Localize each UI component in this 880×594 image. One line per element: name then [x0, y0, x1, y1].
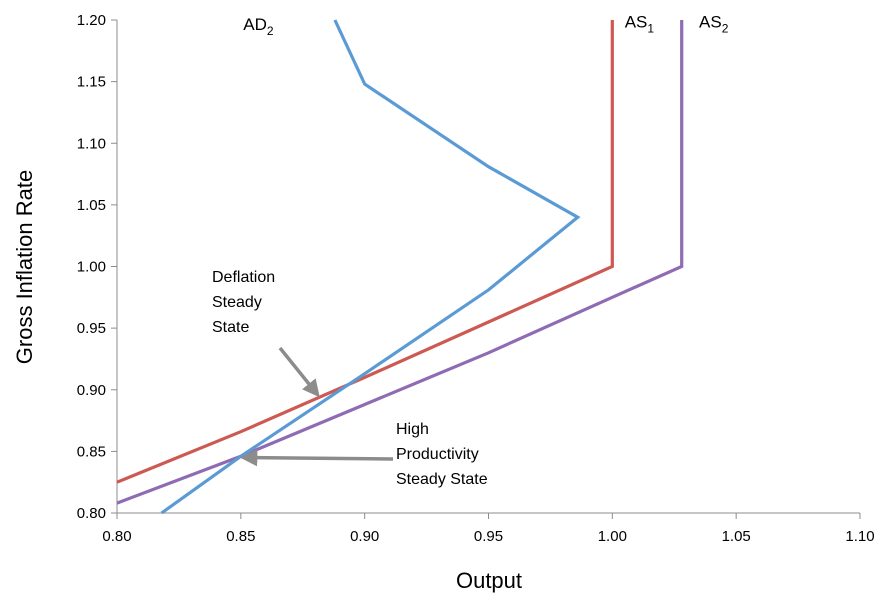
x-tick-label: 1.05: [722, 528, 751, 545]
annotation-line: Steady: [212, 294, 262, 311]
y-tick-label: 1.15: [77, 74, 106, 91]
series-line-ad2: [160, 19, 581, 515]
series-label-as2: AS2: [699, 12, 729, 35]
y-tick-label: 0.95: [77, 320, 106, 337]
annotation-text: High Productivity Steady State: [396, 421, 488, 488]
series-label-as1: AS1: [625, 12, 655, 35]
y-tick-label: 0.80: [77, 505, 106, 522]
axes: 0.80 0.85 0.90 0.95 1.00 1.05 1.10 1.15 1.20 0.80…: [77, 12, 875, 545]
x-tick-label: 1.00: [598, 528, 627, 545]
y-tick-label: 0.90: [77, 382, 106, 399]
y-tick-label: 1.05: [77, 197, 106, 214]
annotation-arrow: [239, 448, 394, 467]
annotation-line: Deflation: [212, 269, 275, 286]
x-tick-label: 0.80: [102, 528, 131, 545]
annotation-arrow: [278, 346, 320, 398]
y-tick-label: 0.85: [77, 443, 106, 460]
y-axis-title: Gross Inflation Rate: [12, 170, 37, 364]
series-label-subscript: 1: [647, 21, 654, 35]
x-tick-label: 0.90: [350, 528, 379, 545]
x-tick-label: 0.85: [226, 528, 255, 545]
y-tick-label: 1.20: [77, 12, 106, 29]
x-tick-label: 1.10: [845, 528, 874, 545]
series-label-subscript: 2: [267, 24, 274, 38]
annotation-line: Productivity: [396, 446, 479, 463]
annotation-line: High: [396, 421, 429, 438]
series-label-main: AS: [699, 12, 722, 31]
annotations-group: Deflation Steady State High Productivity Stea…: [212, 269, 488, 488]
y-tick-label: 1.00: [77, 259, 106, 276]
series-line-as1: [116, 20, 614, 484]
series-label-main: AD: [243, 15, 267, 34]
x-axis-title: Output: [456, 568, 522, 593]
annotation-line: Steady State: [396, 471, 488, 488]
annotation-text: Deflation Steady State: [212, 269, 275, 336]
series-label-subscript: 2: [722, 21, 729, 35]
y-tick-label: 1.10: [77, 135, 106, 152]
series-label-ad2: AD2: [243, 15, 274, 38]
annotation-line: State: [212, 319, 249, 336]
series-label-main: AS: [625, 12, 648, 31]
x-tick-label: 0.95: [474, 528, 503, 545]
